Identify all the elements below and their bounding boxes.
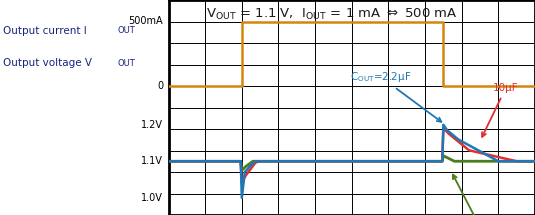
Text: Output current I: Output current I (3, 26, 87, 36)
Text: OUT: OUT (117, 58, 135, 68)
Text: V$_{\mathrm{OUT}}$ = 1.1 V,  I$_{\mathrm{OUT}}$ = 1 mA $\Leftrightarrow$ 500 mA: V$_{\mathrm{OUT}}$ = 1.1 V, I$_{\mathrm{… (206, 6, 457, 22)
Text: 1.0V: 1.0V (141, 193, 163, 203)
Text: 0: 0 (157, 81, 163, 91)
Text: 10μF: 10μF (482, 83, 518, 137)
Text: OUT: OUT (117, 26, 135, 35)
Text: Output voltage V: Output voltage V (3, 58, 91, 68)
Text: 500mA: 500mA (128, 17, 163, 26)
Text: 22μF: 22μF (453, 175, 493, 215)
Text: 1.2V: 1.2V (141, 120, 163, 130)
Text: 1.1V: 1.1V (141, 156, 163, 166)
Text: C$_{\mathrm{OUT}}$=2.2μF: C$_{\mathrm{OUT}}$=2.2μF (350, 70, 441, 122)
